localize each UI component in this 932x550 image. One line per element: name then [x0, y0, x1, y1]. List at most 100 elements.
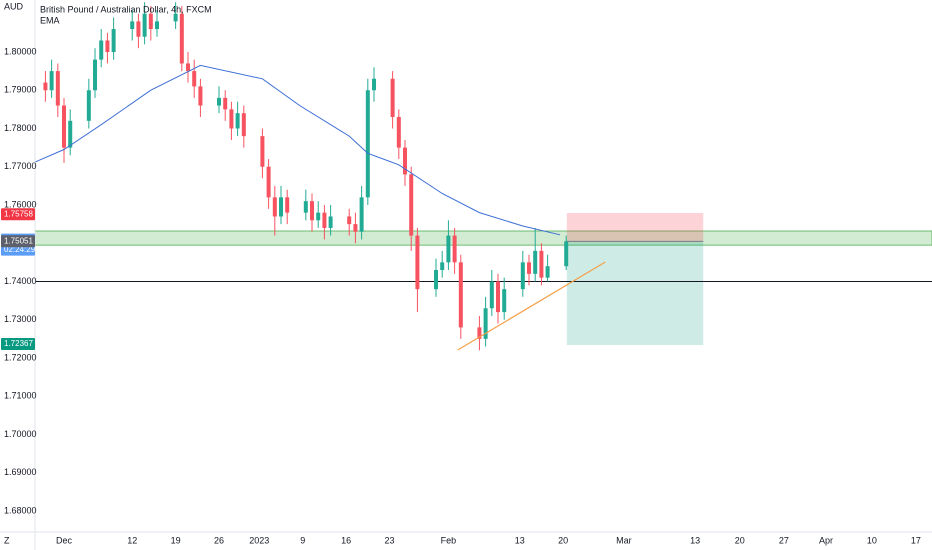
- candle-body: [241, 113, 246, 137]
- candle-body: [86, 90, 91, 121]
- indicator-label: EMA: [40, 15, 60, 25]
- candle-body: [142, 13, 147, 37]
- corner-label: Z: [4, 535, 10, 545]
- candle-body: [533, 250, 538, 274]
- candle-body: [396, 117, 401, 148]
- candle-body: [310, 201, 315, 221]
- candle-body: [173, 13, 178, 22]
- plot-area: [34, 2, 932, 351]
- y-tick-label: 1.73000: [4, 314, 37, 324]
- support-zone: [34, 230, 932, 246]
- x-tick-label: 20: [735, 535, 745, 545]
- axis-unit: AUD: [4, 1, 24, 11]
- candle-body: [260, 136, 265, 167]
- y-tick-label: 1.70000: [4, 429, 37, 439]
- x-tick-label: 17: [911, 535, 921, 545]
- target-box: [566, 241, 704, 345]
- x-tick-label: 12: [127, 535, 137, 545]
- y-tick-label: 1.78000: [4, 123, 37, 133]
- y-tick-label: 1.79000: [4, 85, 37, 95]
- candle-body: [489, 281, 494, 309]
- candle-body: [192, 71, 197, 87]
- countdown: 02:24:29: [4, 245, 36, 254]
- candle-body: [539, 250, 544, 278]
- candle-body: [477, 327, 482, 339]
- candle-body: [148, 13, 153, 30]
- candle-body: [49, 71, 54, 91]
- x-tick-label: 23: [385, 535, 395, 545]
- candle-body: [279, 197, 284, 217]
- x-tick-label: 27: [779, 535, 789, 545]
- x-tick-label: 13: [515, 535, 525, 545]
- candle-body: [328, 216, 333, 228]
- candle-body: [527, 262, 532, 274]
- x-tick-label: 16: [341, 535, 351, 545]
- candle-body: [372, 78, 377, 91]
- candle-body: [390, 78, 395, 118]
- candle-body: [272, 197, 277, 217]
- price-tag: [1, 208, 35, 221]
- candle-body: [520, 262, 525, 290]
- candle-body: [136, 21, 141, 37]
- candle-body: [179, 13, 184, 64]
- price-tag: [1, 337, 35, 350]
- candle-body: [285, 197, 290, 213]
- x-tick-label: 9: [300, 535, 305, 545]
- x-tick-label: 2023: [249, 535, 269, 545]
- candle-body: [105, 40, 110, 52]
- candle-body: [303, 201, 308, 213]
- y-tick-label: 1.69000: [4, 467, 37, 477]
- candle-body: [446, 235, 451, 263]
- candle-body: [266, 166, 271, 198]
- candle-body: [155, 21, 160, 30]
- y-tick-label: 1.71000: [4, 391, 37, 401]
- candle-body: [99, 40, 104, 60]
- candle-body: [198, 86, 203, 106]
- chart-title: British Pound / Australian Dollar, 4h, F…: [40, 4, 212, 14]
- y-tick-label: 1.80000: [4, 46, 37, 56]
- candle-body: [111, 29, 116, 52]
- candle-body: [316, 212, 321, 221]
- candle-body: [434, 270, 439, 290]
- candle-body: [359, 197, 364, 232]
- x-tick-label: 10: [867, 535, 877, 545]
- candle-body: [502, 289, 507, 313]
- candle-body: [62, 105, 67, 148]
- price-tag-label: 1.75758: [4, 209, 33, 218]
- candle-body: [440, 262, 445, 271]
- candle-body: [93, 59, 98, 91]
- candle-body: [223, 97, 228, 110]
- candle-body: [217, 97, 222, 106]
- x-tick-label: Feb: [441, 535, 457, 545]
- stop-box: [566, 213, 704, 242]
- x-tick-label: Dec: [56, 535, 73, 545]
- candle-body: [365, 90, 370, 198]
- y-tick-label: 1.76000: [4, 199, 37, 209]
- candle-body: [43, 82, 48, 91]
- candle-body: [353, 224, 358, 232]
- x-tick-label: Mar: [616, 535, 632, 545]
- candle-body: [403, 147, 408, 175]
- candle-body: [545, 266, 550, 278]
- price-tag-label: 1.72367: [4, 339, 33, 348]
- candle-body: [415, 235, 420, 290]
- candle-body: [130, 21, 135, 30]
- x-tick-label: 19: [171, 535, 181, 545]
- candle-body: [229, 109, 234, 129]
- y-tick-label: 1.77000: [4, 161, 37, 171]
- price-tag: [1, 235, 35, 248]
- candle-body: [409, 174, 414, 236]
- trend-line: [457, 261, 606, 351]
- candle-body: [496, 281, 501, 313]
- candle-body: [68, 120, 73, 148]
- candle-body: [564, 241, 569, 267]
- candle-body: [458, 262, 463, 328]
- candle-body: [483, 308, 488, 339]
- candle-body: [55, 71, 60, 106]
- candle-body: [235, 113, 240, 129]
- candle-body: [322, 212, 327, 228]
- y-tick-label: 1.74000: [4, 276, 37, 286]
- ema-line: [34, 64, 561, 236]
